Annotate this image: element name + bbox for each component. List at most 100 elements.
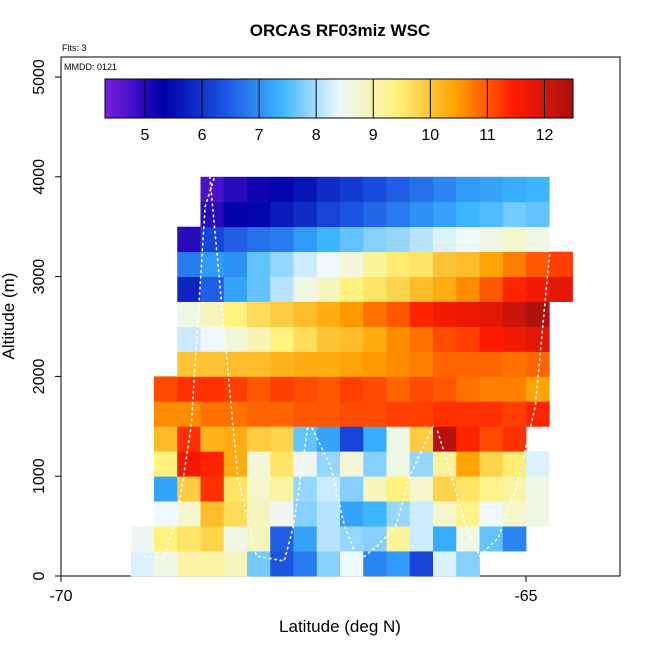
heatmap-cell: [316, 426, 341, 452]
heatmap-cell: [386, 401, 411, 427]
heatmap-cell: [316, 176, 341, 203]
heatmap-cell: [526, 401, 550, 427]
heatmap-cell: [386, 226, 411, 253]
heatmap-cell: [526, 251, 550, 277]
heatmap-cell: [247, 251, 271, 277]
heatmap-cell: [456, 226, 480, 253]
heatmap-cell: [409, 276, 434, 302]
heatmap-cell: [270, 451, 294, 477]
heatmap-cell: [409, 251, 434, 277]
heatmap-cell: [479, 451, 504, 477]
heatmap-cell: [340, 301, 364, 327]
heatmap-cell: [316, 251, 341, 277]
heatmap-cell: [293, 476, 318, 502]
heatmap-cell: [433, 501, 457, 527]
heatmap-cell: [154, 551, 178, 577]
heatmap-cell: [200, 426, 225, 452]
heatmap-cell: [340, 251, 364, 277]
heatmap-cell: [409, 426, 434, 452]
heatmap-cell: [200, 326, 225, 352]
heatmap-cell: [479, 526, 504, 552]
heatmap-cell: [247, 176, 271, 203]
heatmap-cell: [247, 276, 271, 302]
heatmap-cell: [386, 426, 411, 452]
heatmap-cell: [247, 501, 271, 527]
heatmap-cell: [549, 276, 573, 302]
heatmap-cell: [363, 526, 387, 552]
heatmap-cell: [409, 526, 434, 552]
heatmap-cell: [363, 376, 387, 402]
heatmap-cell: [270, 351, 294, 377]
heatmap-cell: [154, 501, 178, 527]
heatmap-cell: [177, 501, 201, 527]
colorbar-tick-label: 10: [421, 127, 439, 144]
heatmap-cell: [456, 301, 480, 327]
heatmap-cell: [409, 301, 434, 327]
heatmap-cell: [409, 176, 434, 203]
x-axis-title: Latitude (deg N): [279, 617, 401, 636]
heatmap-cell: [363, 251, 387, 277]
heatmap-cell: [200, 276, 225, 302]
colorbar-gradient: [104, 78, 574, 119]
heatmap-cell: [316, 351, 341, 377]
heatmap-cell: [154, 376, 178, 402]
heatmap-cell: [177, 251, 201, 277]
heatmap-cell: [316, 376, 341, 402]
heatmap-cell: [363, 326, 387, 352]
heatmap-cell: [340, 426, 364, 452]
heatmap-cell: [409, 501, 434, 527]
heatmap-cell: [154, 426, 178, 452]
heatmap-cell: [223, 176, 248, 203]
heatmap-cell: [177, 551, 201, 577]
heatmap-cell: [386, 326, 411, 352]
heatmap-cell: [177, 526, 201, 552]
heatmap-cell: [386, 376, 411, 402]
heatmap-cell: [502, 226, 527, 253]
colorbar-tick-label: 6: [198, 127, 207, 144]
heatmap-cell: [526, 301, 550, 327]
heatmap-cell: [293, 226, 318, 253]
heatmap-cell: [526, 326, 550, 352]
heatmap-cell: [386, 276, 411, 302]
heatmap-cell: [223, 226, 248, 253]
heatmap-cell: [363, 551, 387, 577]
heatmap-cell: [363, 201, 387, 228]
heatmap-cell: [154, 476, 178, 502]
heatmap-cell: [409, 351, 434, 377]
heatmap-cell: [316, 326, 341, 352]
heatmap-cell: [456, 526, 480, 552]
flight-track-line: [143, 176, 216, 559]
heatmap-cell: [177, 326, 201, 352]
flight-track-line: [311, 425, 434, 563]
heatmap-cell: [456, 376, 480, 402]
heatmap-cell: [177, 426, 201, 452]
heatmap-cell: [340, 326, 364, 352]
heatmap-cell: [340, 226, 364, 253]
heatmap-cell: [247, 326, 271, 352]
heatmap-cell: [502, 351, 527, 377]
heatmap-cell: [433, 326, 457, 352]
heatmap-cell: [200, 476, 225, 502]
heatmap-cell: [316, 401, 341, 427]
heatmap-cell: [502, 376, 527, 402]
heatmap-cell: [526, 201, 550, 228]
heatmap-cell: [223, 276, 248, 302]
heatmap-cell: [433, 201, 457, 228]
heatmap-cell: [409, 226, 434, 253]
heatmap-cell: [270, 401, 294, 427]
heatmap-cells: [130, 176, 573, 577]
heatmap-cell: [270, 276, 294, 302]
heatmap-cell: [177, 401, 201, 427]
heatmap-cell: [456, 201, 480, 228]
heatmap-cell: [363, 301, 387, 327]
heatmap-cell: [270, 176, 294, 203]
x-axis: -70 -65: [49, 576, 538, 605]
y-tick-label: 1000: [31, 458, 48, 494]
heatmap-cell: [293, 251, 318, 277]
heatmap-cell: [154, 451, 178, 477]
heatmap-cell: [247, 551, 271, 577]
heatmap-cell: [177, 476, 201, 502]
y-tick-label: 2000: [31, 359, 48, 395]
heatmap-cell: [200, 451, 225, 477]
